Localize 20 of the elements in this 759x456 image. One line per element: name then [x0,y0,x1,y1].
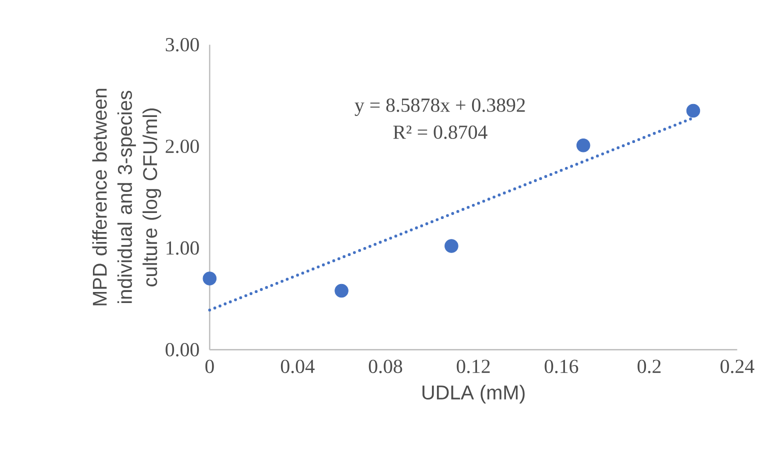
point [576,138,590,152]
x-tick-label: 0.16 [544,360,578,374]
y-tick-label: 1.00 [166,241,199,255]
y-tick-label: 0.00 [166,342,199,356]
y-tick-label: 3.00 [166,38,199,52]
point [202,272,217,286]
y-tick-label: 2.00 [166,140,199,154]
point [686,104,700,118]
x-tick-label: 0.04 [280,360,315,374]
x-tick-label: 0.24 [720,360,754,374]
x-tick-label: 0 [205,360,214,374]
x-tick-label: 0.12 [456,360,490,374]
x-tick-label: 0.08 [368,360,402,374]
point [444,239,458,253]
y-axis-title: MPD difference between individual and 3-species culture (log CFU/ml) [92,88,162,306]
annotation: R² = 0.8704 [393,125,488,139]
x-axis-title: UDLA (mM) [422,384,525,404]
annotation: y = 8.5878x + 0.3892 [354,98,525,116]
x-tick-label: 0.2 [638,360,661,374]
point [334,284,348,298]
